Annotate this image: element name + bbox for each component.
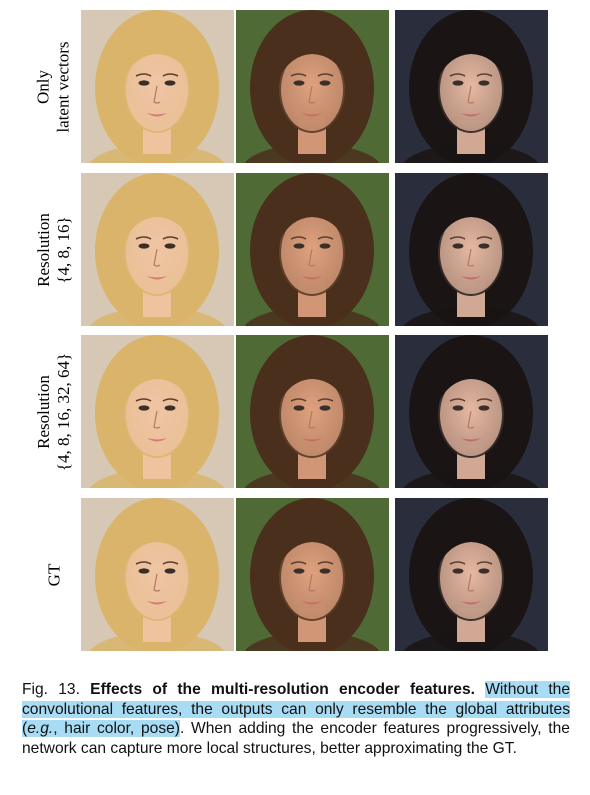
caption-highlight-text: Without the convolutional features, the … [22,681,571,737]
face-photo-curly-brunette [236,498,389,651]
row-label-res-3: Resolution {4, 8, 16} [30,173,78,326]
figure-number: Fig. 13. [22,681,80,698]
face-photo-dark-haired-woman [395,498,548,651]
row-label-res-5: Resolution {4, 8, 16, 32, 64} [30,335,78,488]
caption-eg: e.g. [27,720,54,737]
face-photo-dark-haired-woman [395,173,548,326]
row-label-line: GT [43,563,63,586]
row-label-line: {4, 8, 16, 32, 64} [54,352,74,471]
row-label-line: {4, 8, 16} [54,215,74,284]
figure: Only latent vectors Resolution {4, 8, 16… [30,10,548,651]
caption-highlight-text-2: , hair color, pose) [53,720,180,737]
face-photo-curly-brunette [236,173,389,326]
face-photo-blonde-woman [81,335,234,488]
face-photo-curly-brunette [236,335,389,488]
row-label-gt: GT [30,498,78,651]
face-photo-blonde-woman [81,173,234,326]
face-photo-dark-haired-woman [395,10,548,163]
row-label-line: latent vectors [54,40,74,133]
row-label-line: Only [34,69,54,104]
row-label-latent: Only latent vectors [30,10,78,163]
caption-title: Effects of the multi-resolution encoder … [90,681,475,698]
face-photo-curly-brunette [236,10,389,163]
row-label-line: Resolution [34,374,54,449]
caption-rest: . When adding the encoder features progr… [22,720,570,757]
face-photo-dark-haired-woman [395,335,548,488]
face-photo-blonde-woman [81,498,234,651]
figure-caption: Fig. 13. Effects of the multi-resolution… [22,680,571,758]
row-label-line: Resolution [34,212,54,287]
face-photo-blonde-woman [81,10,234,163]
